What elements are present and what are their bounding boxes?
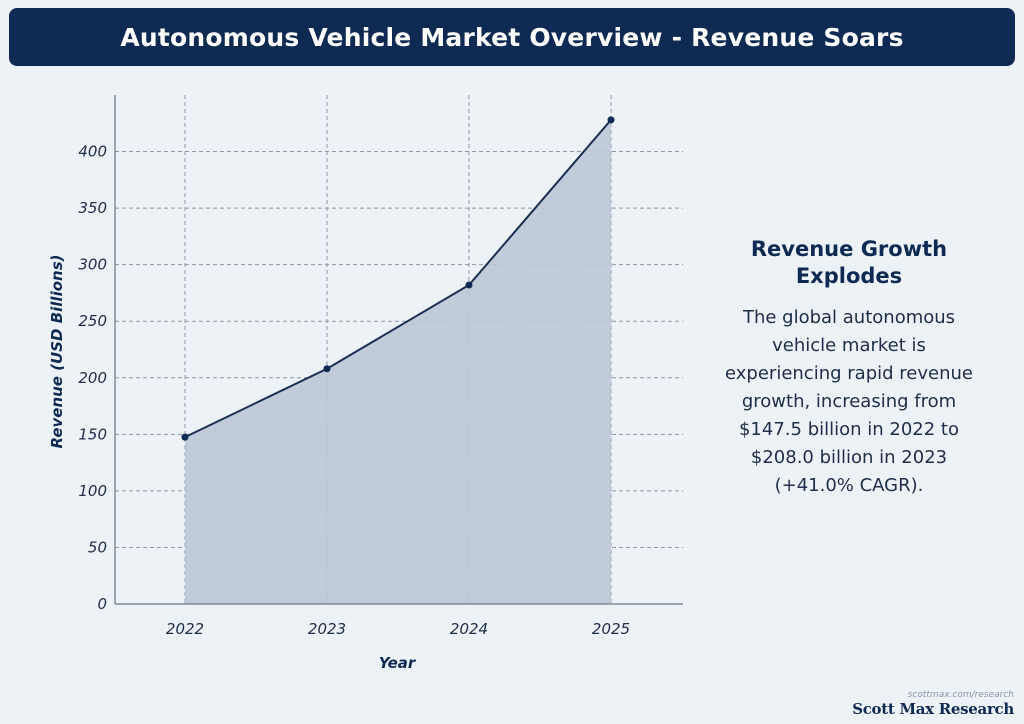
data-point bbox=[465, 281, 473, 289]
y-tick-label: 150 bbox=[78, 425, 107, 443]
y-tick-label: 0 bbox=[97, 595, 107, 613]
insight-panel: Revenue Growth Explodes The global auton… bbox=[716, 236, 982, 500]
x-axis-title: Year bbox=[379, 654, 417, 672]
y-tick-labels: 0 50 100 150 200 250 300 350 400 bbox=[78, 143, 107, 613]
data-point bbox=[323, 365, 331, 373]
data-point bbox=[181, 433, 189, 441]
y-tick-label: 100 bbox=[78, 482, 107, 500]
footer-url: scottmax.com/research bbox=[907, 690, 1014, 700]
x-tick-label: 2025 bbox=[592, 620, 630, 638]
y-tick-label: 350 bbox=[78, 199, 107, 217]
y-tick-label: 400 bbox=[78, 143, 107, 161]
footer: scottmax.com/research Scott Max Research bbox=[852, 690, 1014, 718]
x-tick-label: 2022 bbox=[166, 620, 204, 638]
insight-heading: Revenue Growth Explodes bbox=[750, 237, 948, 288]
y-tick-label: 300 bbox=[78, 256, 107, 274]
axes-layer bbox=[114, 95, 683, 605]
y-tick-label: 50 bbox=[88, 538, 107, 556]
page-title: Autonomous Vehicle Market Overview - Rev… bbox=[120, 22, 904, 52]
brand-logo: Scott Max Research bbox=[852, 700, 1014, 718]
x-tick-label: 2023 bbox=[308, 620, 346, 638]
revenue-area-fill bbox=[185, 119, 611, 604]
y-axis-title: Revenue (USD Billions) bbox=[48, 255, 66, 449]
y-tick-label: 250 bbox=[78, 312, 107, 330]
data-point bbox=[607, 116, 615, 124]
insight-body: The global autonomous vehicle market is … bbox=[725, 307, 973, 496]
x-tick-label: 2024 bbox=[450, 620, 488, 638]
x-tick-labels: 2022 2023 2024 2025 bbox=[166, 620, 630, 638]
y-tick-label: 200 bbox=[78, 369, 107, 387]
title-bar: Autonomous Vehicle Market Overview - Rev… bbox=[9, 8, 1015, 66]
data-points bbox=[181, 116, 615, 441]
revenue-series-line bbox=[184, 119, 612, 439]
